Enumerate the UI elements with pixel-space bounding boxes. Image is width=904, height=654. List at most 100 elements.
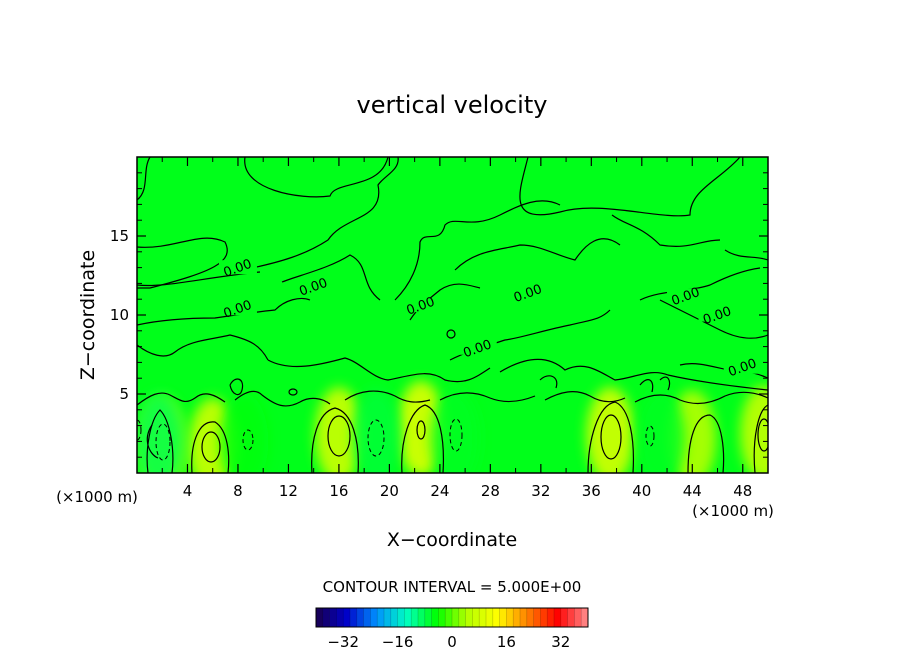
colorbar-cell: [533, 608, 541, 627]
colorbar-cell: [438, 608, 446, 627]
negative-contour: [137, 419, 142, 441]
contour-line: [191, 421, 230, 473]
colorbar-cell: [452, 608, 460, 627]
contour-line: [394, 200, 561, 301]
colorbar-cell: [322, 608, 330, 627]
downdraft-cell: [636, 390, 685, 473]
downdraft-cell: [352, 388, 401, 473]
contour-label-bg: [666, 288, 705, 303]
colorbar-cell: [397, 608, 405, 627]
colorbar-cell: [316, 608, 324, 627]
colorbar-cell: [479, 608, 487, 627]
downdraft-cell: [220, 393, 269, 473]
updraft-cell: [314, 387, 363, 473]
colorbar-cell: [370, 608, 378, 627]
colorbar-cell: [404, 608, 412, 627]
contour-line: [611, 214, 721, 247]
contour-line: [146, 409, 174, 473]
contour-line: [281, 254, 381, 301]
x-tick-label: 24: [430, 482, 449, 500]
x-tick-label: 36: [582, 482, 601, 500]
contour-line: [401, 404, 445, 473]
colorbar-cell: [377, 608, 385, 627]
contour-line: [659, 376, 671, 391]
colorbar-cell: [384, 608, 392, 627]
colorbar-cell: [581, 608, 589, 627]
contour-line: [687, 414, 725, 473]
x-tick-label: 8: [233, 482, 243, 500]
colorbar-cell: [540, 608, 548, 627]
colorbar-cell: [513, 608, 521, 627]
colorbar-cell: [424, 608, 432, 627]
contour-line: [416, 420, 426, 440]
negative-contour: [242, 429, 254, 451]
colorbar-cell: [486, 608, 494, 627]
y-tick-label: 10: [110, 306, 129, 324]
colorbar-cell: [350, 608, 358, 627]
colorbar-frame: [315, 607, 589, 628]
x-tick-label: 28: [481, 482, 500, 500]
negative-contour: [155, 423, 171, 461]
contour-label-bg: [458, 340, 497, 355]
contour-line: [519, 157, 741, 217]
x-tick-label: 20: [380, 482, 399, 500]
colorbar: −32 −16 0 16 32: [315, 607, 589, 651]
contour-line: [137, 237, 228, 289]
contour-line: [229, 378, 244, 396]
colorbar-cell: [465, 608, 473, 627]
contour-line: [251, 157, 399, 269]
contour-line: [753, 404, 768, 473]
contour-label-bg: [218, 260, 257, 275]
contour-line: [201, 431, 221, 463]
downdraft-cell: [431, 390, 480, 473]
contour-line: [439, 392, 536, 403]
y-tick-label: 15: [110, 227, 129, 245]
contour-line: [137, 334, 269, 361]
colorbar-cell: [458, 608, 466, 627]
downdraft-cell: [137, 393, 184, 473]
updraft-cell: [740, 385, 768, 473]
negative-contour: [645, 425, 655, 447]
contour-label-bg: [723, 359, 762, 374]
negative-contour: [367, 419, 385, 457]
colorbar-cell: [492, 608, 500, 627]
contour-line: [639, 267, 761, 301]
colorbar-cell: [560, 608, 568, 627]
contour-line: [634, 391, 768, 405]
y-axis-label: Z−coordinate: [77, 250, 99, 380]
contour-line: [757, 418, 768, 452]
colorbar-cell: [445, 608, 453, 627]
contour-interval-note: CONTOUR INTERVAL = 5.000E+00: [323, 578, 582, 596]
x-tick-label: 4: [183, 482, 193, 500]
contour-line: [454, 238, 621, 271]
colorbar-tick-label: 0: [447, 633, 457, 651]
contour-label-bg: [509, 285, 548, 300]
colorbar-tick-label: −32: [327, 633, 359, 651]
y-tick-label: 5: [119, 385, 129, 403]
contour-label-bg: [218, 301, 257, 316]
contour-line: [244, 157, 389, 198]
colorbar-cell: [506, 608, 514, 627]
contour-line: [267, 357, 491, 383]
colorbar-cells: [315, 608, 589, 627]
contour-line: [639, 379, 654, 393]
colorbar-tick-label: 32: [551, 633, 570, 651]
contour-line: [146, 424, 159, 459]
contour-line: [327, 415, 351, 457]
colorbar-cell: [343, 608, 351, 627]
colorbar-cell: [431, 608, 439, 627]
colorbar-cell: [499, 608, 507, 627]
contour-line: [137, 157, 151, 201]
contour-line: [137, 392, 226, 406]
contour-line: [344, 390, 431, 403]
x-unit-left: (×1000 m): [56, 488, 138, 506]
x-axis-label: X−coordinate: [387, 529, 517, 551]
contour-line: [659, 299, 768, 339]
colorbar-cell: [418, 608, 426, 627]
contour-line: [234, 390, 331, 407]
negative-contour: [449, 418, 463, 452]
x-tick-label: 12: [279, 482, 298, 500]
x-tick-label: 32: [531, 482, 550, 500]
